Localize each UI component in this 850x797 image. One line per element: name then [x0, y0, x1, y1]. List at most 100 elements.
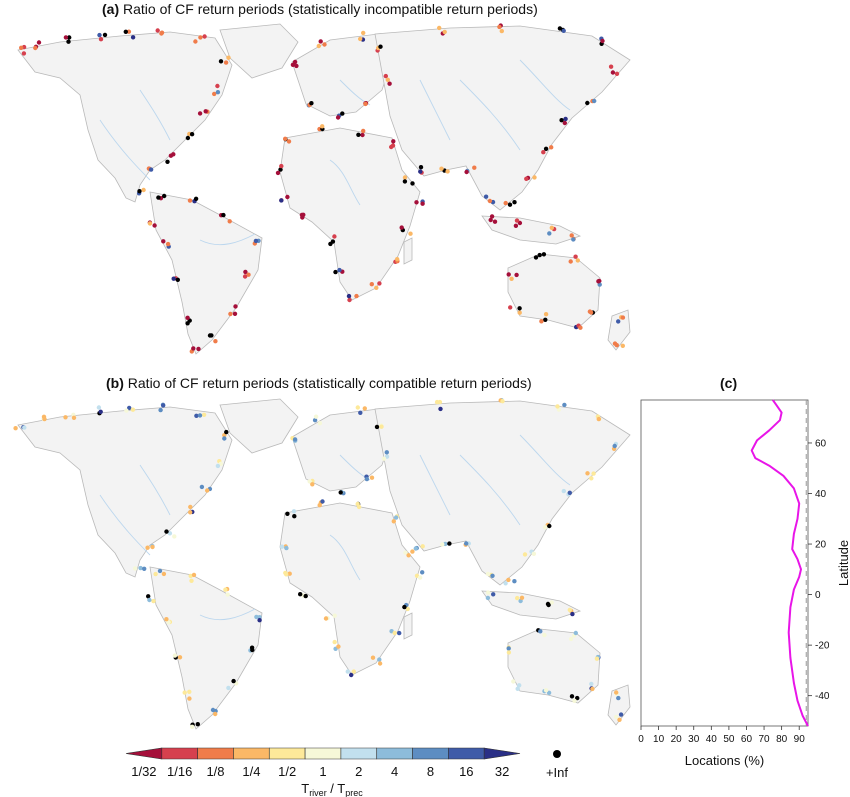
- map-b-river: [99, 494, 151, 556]
- map-b-location-point: [226, 685, 231, 691]
- colorbar-segment: [233, 747, 270, 760]
- map-a-location-point: [202, 34, 207, 39]
- panel-a-label: (a): [102, 1, 120, 17]
- map-a-location-point: [185, 315, 190, 320]
- map-b-location-point: [369, 475, 375, 480]
- map-b-location-point: [402, 604, 407, 610]
- map-a-location-point: [402, 175, 408, 180]
- map-a-location-point: [573, 254, 578, 259]
- map-b-location-point: [284, 572, 289, 577]
- colorbar-segment: [448, 747, 485, 760]
- map-b-land-new-zealand: [607, 684, 631, 726]
- map-a-location-point: [509, 276, 514, 281]
- map-b-location-point: [257, 618, 262, 623]
- map-a-location-point: [279, 163, 284, 169]
- latplot-y-axis-label: Latitude: [836, 540, 850, 586]
- map-b-location-points: [13, 398, 624, 729]
- latplot-y-tick-label: 60: [815, 438, 827, 449]
- colorbar-segments: [125, 747, 521, 760]
- map-a-location-point: [346, 293, 352, 299]
- map-a-location-point: [524, 176, 529, 181]
- map-b-location-point: [575, 695, 580, 701]
- map-a-location-point: [203, 109, 208, 114]
- map-a-river: [459, 79, 521, 151]
- map-a-location-point: [191, 346, 196, 351]
- map-b-location-point: [384, 450, 389, 455]
- map-b-land-greenland: [219, 398, 299, 454]
- map-a-location-point: [439, 166, 444, 171]
- map-a-land-australia: [507, 253, 601, 329]
- map-a-location-point: [156, 195, 161, 200]
- map-a-location-point: [418, 165, 424, 170]
- map-a-location-point: [196, 346, 201, 352]
- map-a-location-point: [175, 277, 180, 282]
- map-b-location-point: [543, 688, 549, 693]
- map-b-location-point: [194, 413, 199, 418]
- map-b-location-point: [594, 656, 600, 661]
- map-b-location-point: [569, 694, 575, 699]
- map-a-location-point: [497, 24, 502, 30]
- panel-c-label: (c): [720, 375, 738, 391]
- map-a-location-point: [395, 257, 400, 262]
- map-b-location-point: [485, 590, 491, 595]
- map-a-location-point: [218, 59, 224, 64]
- map-a-location-point: [165, 241, 171, 247]
- map-a-location-point: [361, 128, 366, 134]
- map-b-location-point: [177, 655, 183, 660]
- map-a-river: [199, 233, 256, 246]
- map-a-land-north-america: [17, 31, 233, 203]
- colorbar-segment: [483, 747, 521, 760]
- map-b-location-point: [22, 425, 27, 430]
- map-b-location-point: [153, 571, 158, 577]
- map-b-location-point: [490, 573, 495, 578]
- map-b-location-point: [614, 690, 619, 695]
- map-a-location-point: [549, 225, 554, 230]
- map-a-location-point: [445, 169, 450, 174]
- latplot-y-tick-label: 20: [815, 540, 827, 551]
- map-b-location-point: [195, 722, 200, 727]
- map-b-location-point: [567, 607, 572, 613]
- map-b-location-point: [345, 669, 350, 674]
- colorbar-tick-labels: 1/32 1/16 1/8 1/4 1/2 1 2 4 8 16 32: [131, 764, 509, 779]
- map-a-location-point: [332, 234, 337, 239]
- map-b-location-point: [447, 541, 452, 546]
- map-b-land-indonesia: [481, 590, 582, 620]
- map-b-location-point: [182, 690, 187, 695]
- map-b-location-point: [512, 579, 517, 584]
- map-a-location-point: [377, 281, 382, 286]
- map-a-location-point: [102, 32, 108, 38]
- map-a-location-point: [472, 165, 477, 170]
- map-a-location-point: [369, 282, 374, 287]
- latplot-x-tick-label: 90: [794, 734, 806, 745]
- map-b-location-point: [150, 544, 155, 550]
- panel-b-label: (b): [106, 375, 124, 391]
- map-b-land-europe: [291, 408, 393, 492]
- colorbar: 1/32 1/16 1/8 1/4 1/2 1 2 4 8 16 32 +Inf Triver / …: [125, 747, 568, 797]
- colorbar-tick-label: 1/2: [278, 764, 296, 779]
- map-a-location-point: [318, 39, 323, 44]
- map-b-location-point: [291, 509, 297, 514]
- map-a-location-point: [578, 325, 583, 330]
- map-b-location-point: [320, 499, 325, 504]
- map-b-location-point: [614, 714, 619, 720]
- map-b-location-point: [188, 573, 193, 579]
- latplot-y-tick-label: -20: [815, 641, 830, 652]
- map-a-location-point: [537, 252, 542, 258]
- map-b-location-point: [531, 551, 537, 556]
- map-b-location-point: [164, 617, 169, 622]
- map-b-location-point: [210, 707, 216, 713]
- map-b-location-point: [485, 595, 491, 601]
- map-b-location-point: [161, 571, 167, 577]
- map-a-location-point: [517, 306, 522, 311]
- latplot-x-tick-label: 0: [638, 734, 644, 745]
- map-a-location-point: [489, 214, 495, 219]
- map-a-location-point: [514, 218, 520, 223]
- map-b-rivers: [99, 434, 571, 621]
- map-a-location-point: [442, 29, 447, 35]
- map-a-location-point: [506, 272, 511, 277]
- map-b-location-point: [225, 592, 230, 597]
- map-b-location-point: [562, 402, 567, 408]
- map-b-location-point: [393, 515, 399, 520]
- map-b-location-point: [440, 542, 445, 547]
- map-b-location-point: [161, 403, 166, 408]
